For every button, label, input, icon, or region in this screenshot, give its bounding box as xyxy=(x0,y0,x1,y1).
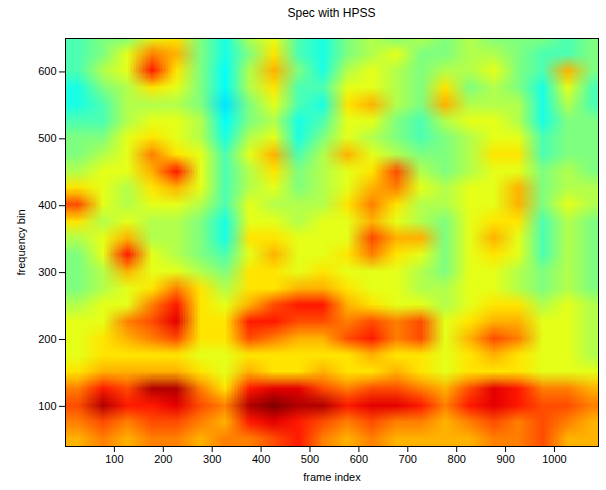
html-text:Spec with HPSS: Spec with HPSS xyxy=(287,6,376,20)
svg-text:300: 300 xyxy=(203,453,221,465)
svg-text:600: 600 xyxy=(350,453,368,465)
svg-text:frequency bin: frequency bin xyxy=(15,209,27,275)
svg-text:frame index: frame index xyxy=(303,471,361,483)
svg-text:400: 400 xyxy=(38,199,56,211)
svg-text:200: 200 xyxy=(38,333,56,345)
svg-text:1000: 1000 xyxy=(542,453,566,465)
svg-text:600: 600 xyxy=(38,65,56,77)
svg-text:400: 400 xyxy=(252,453,270,465)
svg-text:500: 500 xyxy=(38,132,56,144)
svg-text:300: 300 xyxy=(38,266,56,278)
svg-text:800: 800 xyxy=(448,453,466,465)
svg-text:100: 100 xyxy=(105,453,123,465)
svg-text:200: 200 xyxy=(154,453,172,465)
svg-text:900: 900 xyxy=(496,453,514,465)
svg-text:500: 500 xyxy=(301,453,319,465)
svg-text:100: 100 xyxy=(38,400,56,412)
svg-text:700: 700 xyxy=(399,453,417,465)
